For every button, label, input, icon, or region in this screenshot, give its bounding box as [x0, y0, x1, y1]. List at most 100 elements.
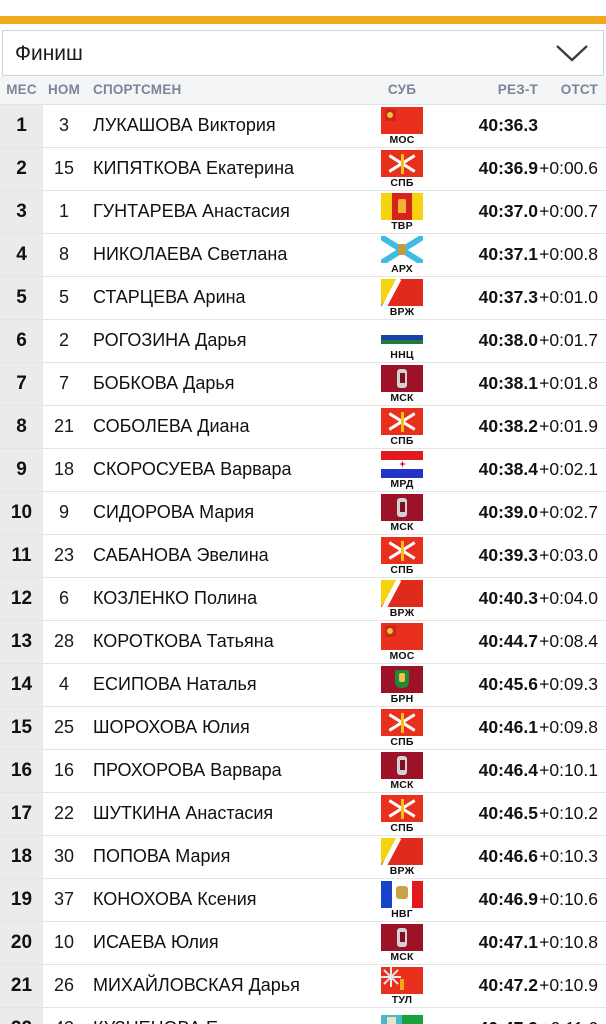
table-row[interactable]: 2 15 КИПЯТКОВА Екатерина СПБ 40:36.9 +0:00.6 [0, 147, 606, 191]
table-row[interactable]: 2242КУЗНЕЦОВА Екатерина 40:47.9+0:11.6 [0, 1007, 606, 1024]
cell-athlete: КОЗЛЕНКО Полина [85, 577, 350, 621]
cell-place: 4 [0, 233, 43, 277]
cell-bib: 4 [43, 663, 85, 707]
region-block: БРН [350, 664, 454, 706]
cell-athlete: КОРОТКОВА Татьяна [85, 620, 350, 664]
cell-result: 40:38.0 [454, 319, 538, 363]
cell-bib: 22 [43, 792, 85, 836]
cell-place: 10 [0, 491, 43, 535]
cell-result: 40:38.4 [454, 448, 538, 492]
column-header-mes[interactable]: МЕС [0, 76, 43, 105]
table-row[interactable]: 16 16 ПРОХОРОВА Варвара МСК 40:46.4 +0:10.1 [0, 749, 606, 793]
table-row[interactable]: 11 23 САБАНОВА Эвелина СПБ 40:39.3 +0:03.0 [0, 534, 606, 578]
region-code: ТУЛ [389, 993, 415, 1006]
region-block: ВРЖ [350, 277, 454, 319]
region-block: ВРЖ [350, 836, 454, 878]
flag-spb [381, 149, 423, 177]
column-header-sub[interactable]: СУБ [350, 76, 454, 105]
cell-result: 40:46.6 [454, 835, 538, 879]
cell-result: 40:44.7 [454, 620, 538, 664]
cell-gap: +0:01.9 [538, 405, 606, 449]
results-table-body: 1 3 ЛУКАШОВА Виктория МОС 40:36.3 2 15 КИПЯТКОВ… [0, 104, 606, 1024]
cell-place: 14 [0, 663, 43, 707]
cell-place: 22 [0, 1007, 43, 1024]
cell-result: 40:38.2 [454, 405, 538, 449]
cell-place: 15 [0, 706, 43, 750]
table-row[interactable]: 4 8 НИКОЛАЕВА Светлана АРХ 40:37.1 +0:00.8 [0, 233, 606, 277]
table-row[interactable]: 20 10 ИСАЕВА Юлия МСК 40:47.1 +0:10.8 [0, 921, 606, 965]
flag-msk [381, 364, 423, 392]
cell-region: МСК [350, 362, 454, 406]
cell-gap: +0:00.7 [538, 190, 606, 234]
region-block: СПБ [350, 406, 454, 448]
cell-athlete: РОГОЗИНА Дарья [85, 319, 350, 363]
cell-bib: 1 [43, 190, 85, 234]
cell-gap: +0:10.1 [538, 749, 606, 793]
cell-place: 9 [0, 448, 43, 492]
region-code: СПБ [388, 735, 416, 748]
flag-spb [381, 536, 423, 564]
table-row[interactable]: 14 4 ЕСИПОВА Наталья БРН 40:45.6 +0:09.3 [0, 663, 606, 707]
cell-place: 2 [0, 147, 43, 191]
cell-bib: 6 [43, 577, 85, 621]
cell-region: СПБ [350, 405, 454, 449]
cell-region: МСК [350, 491, 454, 535]
cell-result: 40:46.9 [454, 878, 538, 922]
flag-mos [381, 622, 423, 650]
flag-vrzh [381, 278, 423, 306]
cell-bib: 16 [43, 749, 85, 793]
cell-bib: 15 [43, 147, 85, 191]
cell-gap: +0:02.7 [538, 491, 606, 535]
cell-athlete: КИПЯТКОВА Екатерина [85, 147, 350, 191]
flag-quad [381, 1014, 423, 1024]
cell-athlete: ПРОХОРОВА Варвара [85, 749, 350, 793]
table-row[interactable]: 8 21 СОБОЛЕВА Диана СПБ 40:38.2 +0:01.9 [0, 405, 606, 449]
table-row[interactable]: 13 28 КОРОТКОВА Татьяна МОС 40:44.7 +0:08.4 [0, 620, 606, 664]
flag-spb [381, 708, 423, 736]
chevron-down-icon[interactable] [555, 44, 589, 62]
stage-select[interactable]: Финиш [2, 30, 604, 76]
table-row[interactable]: 7 7 БОБКОВА Дарья МСК 40:38.1 +0:01.8 [0, 362, 606, 406]
table-row[interactable]: 15 25 ШОРОХОВА Юлия СПБ 40:46.1 +0:09.8 [0, 706, 606, 750]
table-row[interactable]: 19 37 КОНОХОВА Ксения НВГ 40:46.9 +0:10.6 [0, 878, 606, 922]
column-header-nom[interactable]: НОМ [43, 76, 85, 105]
cell-gap: +0:09.3 [538, 663, 606, 707]
cell-region: ВРЖ [350, 577, 454, 621]
column-header-otst[interactable]: ОТСТ [538, 76, 606, 105]
cell-bib: 23 [43, 534, 85, 578]
cell-place: 21 [0, 964, 43, 1008]
table-row[interactable]: 9 18 СКОРОСУЕВА Варвара МРД 40:38.4 +0:02.1 [0, 448, 606, 492]
table-row[interactable]: 18 30 ПОПОВА Мария ВРЖ 40:46.6 +0:10.3 [0, 835, 606, 879]
cell-result: 40:47.9 [454, 1007, 538, 1024]
table-row[interactable]: 1 3 ЛУКАШОВА Виктория МОС 40:36.3 [0, 104, 606, 148]
results-table: МЕС НОМ СПОРТСМЕН СУБ РЕЗ-Т ОТСТ 1 3 ЛУКАШ… [0, 76, 606, 1024]
column-header-sportsmen[interactable]: СПОРТСМЕН [85, 76, 350, 105]
region-code: СПБ [388, 176, 416, 189]
table-row[interactable]: 5 5 СТАРЦЕВА Арина ВРЖ 40:37.3 +0:01.0 [0, 276, 606, 320]
cell-athlete: СИДОРОВА Мария [85, 491, 350, 535]
region-block: МСК [350, 492, 454, 534]
table-row[interactable]: 12 6 КОЗЛЕНКО Полина ВРЖ 40:40.3 +0:04.0 [0, 577, 606, 621]
cell-region: СПБ [350, 534, 454, 578]
region-code: ВРЖ [387, 606, 417, 619]
table-row[interactable]: 6 2 РОГОЗИНА Дарья ННЦ 40:38.0 +0:01.7 [0, 319, 606, 363]
flag-mrd [381, 450, 423, 478]
region-block: СПБ [350, 707, 454, 749]
cell-region: ВРЖ [350, 835, 454, 879]
cell-bib: 26 [43, 964, 85, 1008]
column-header-rez[interactable]: РЕЗ-Т [454, 76, 538, 105]
table-row[interactable]: 10 9 СИДОРОВА Мария МСК 40:39.0 +0:02.7 [0, 491, 606, 535]
cell-bib: 2 [43, 319, 85, 363]
region-block: ТУЛ [350, 965, 454, 1007]
table-row[interactable]: 17 22 ШУТКИНА Анастасия СПБ 40:46.5 +0:10.2 [0, 792, 606, 836]
table-row[interactable]: 21 26 МИХАЙЛОВСКАЯ Дарья ТУЛ 40:47.2 +0:10.9 [0, 964, 606, 1008]
cell-place: 8 [0, 405, 43, 449]
cell-gap: +0:09.8 [538, 706, 606, 750]
cell-athlete: ШУТКИНА Анастасия [85, 792, 350, 836]
cell-result: 40:36.9 [454, 147, 538, 191]
region-code: МОС [387, 649, 417, 662]
cell-place: 1 [0, 104, 43, 148]
region-code: МОС [387, 133, 417, 146]
table-row[interactable]: 3 1 ГУНТАРЕВА Анастасия ТВР 40:37.0 +0:00.7 [0, 190, 606, 234]
flag-brn [381, 665, 423, 693]
